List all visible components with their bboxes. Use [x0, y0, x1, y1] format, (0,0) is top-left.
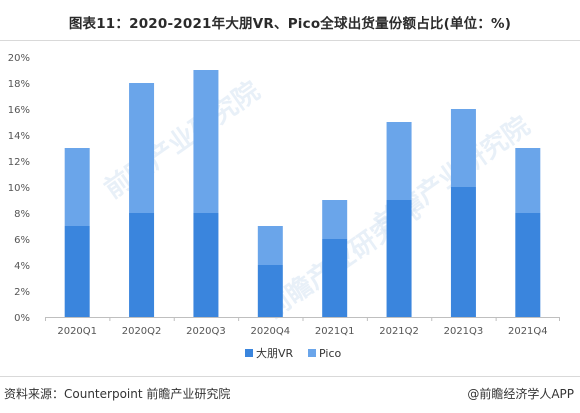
- x-tick-label: 2021Q2: [379, 326, 419, 337]
- y-tick-label: 8%: [14, 209, 30, 220]
- bar-dapeng: [64, 226, 90, 317]
- brand-label: @前瞻经济学人APP: [467, 387, 574, 401]
- bar-dapeng: [386, 200, 412, 317]
- source-note: 资料来源：Counterpoint 前瞻产业研究院: [4, 387, 231, 401]
- y-tick-label: 20%: [8, 53, 30, 64]
- title-divider: [0, 40, 580, 41]
- legend-swatch: [308, 349, 316, 357]
- x-tick-label: 2020Q4: [250, 326, 290, 337]
- bar-dapeng: [257, 265, 283, 317]
- y-tick-label: 0%: [14, 313, 30, 324]
- bar-pico: [64, 148, 90, 226]
- y-tick-label: 10%: [8, 183, 30, 194]
- bar-pico: [193, 70, 219, 213]
- legend-label: Pico: [319, 347, 341, 360]
- bar-pico: [450, 109, 476, 187]
- x-tick-label: 2021Q3: [444, 326, 484, 337]
- bar-pico: [515, 148, 541, 213]
- bar-dapeng: [322, 239, 348, 317]
- y-tick-label: 16%: [8, 105, 30, 116]
- bar-dapeng: [193, 213, 219, 317]
- bar-dapeng: [129, 213, 155, 317]
- x-tick-label: 2021Q1: [315, 326, 355, 337]
- x-tick-label: 2020Q3: [186, 326, 226, 337]
- x-tick-label: 2020Q2: [122, 326, 162, 337]
- y-tick-label: 12%: [8, 157, 30, 168]
- bar-pico: [129, 83, 155, 213]
- legend-label: 大朋VR: [256, 346, 294, 360]
- x-tick-label: 2021Q4: [508, 326, 548, 337]
- y-tick-label: 18%: [8, 79, 30, 90]
- bar-pico: [322, 200, 348, 239]
- bar-pico: [257, 226, 283, 265]
- footer-divider: [0, 376, 580, 377]
- y-tick-label: 14%: [8, 131, 30, 142]
- legend-swatch: [245, 349, 253, 357]
- chart-title: 图表11：2020-2021年大朋VR、Pico全球出货量份额占比(单位：%): [68, 16, 512, 32]
- y-tick-label: 6%: [14, 235, 30, 246]
- bar-dapeng: [450, 187, 476, 317]
- bar-pico: [386, 122, 412, 200]
- y-tick-label: 4%: [14, 261, 30, 272]
- y-tick-label: 2%: [14, 287, 30, 298]
- bar-dapeng: [515, 213, 541, 317]
- x-tick-label: 2020Q1: [57, 326, 97, 337]
